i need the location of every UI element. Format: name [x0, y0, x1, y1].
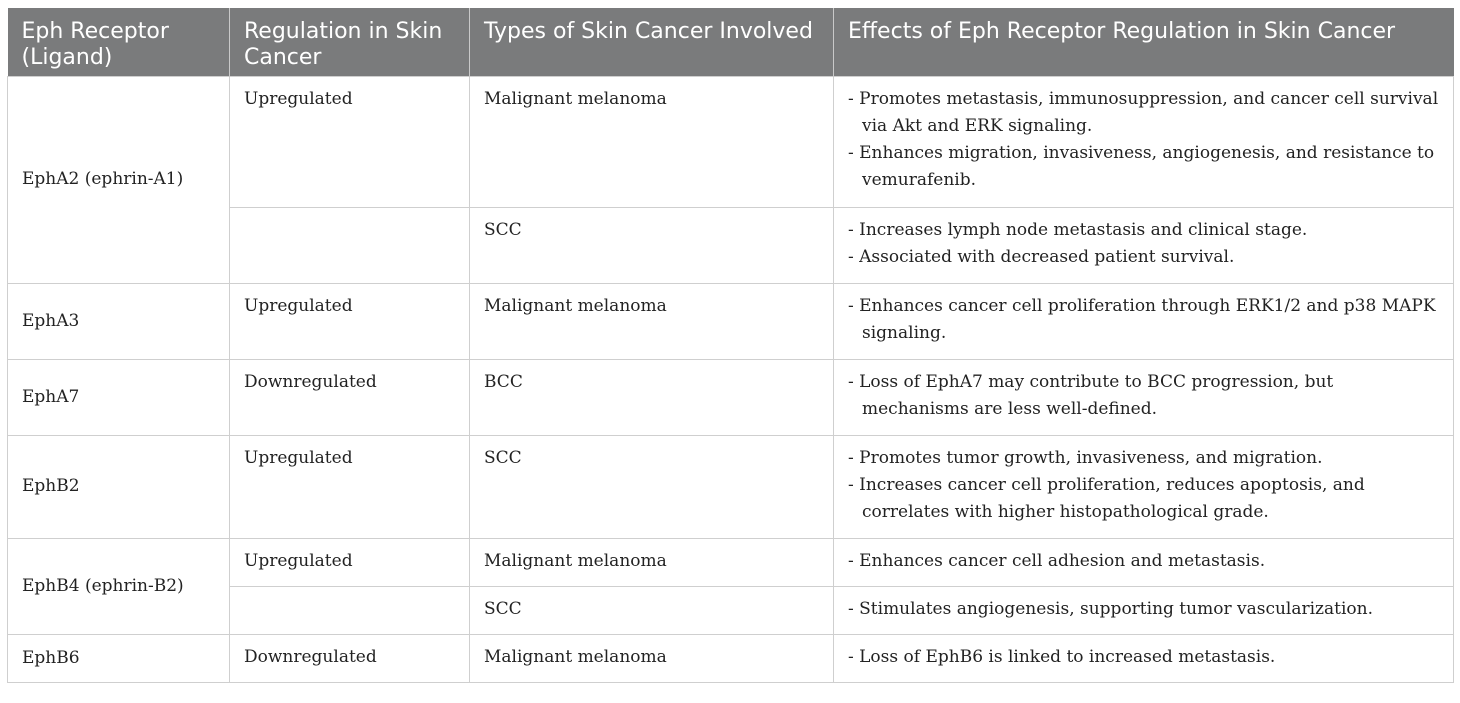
receptor-cell: EphA2 (ephrin-A1) — [7, 75, 230, 284]
effect-line: - Loss of EphA7 may contribute to BCC pr… — [848, 371, 1334, 419]
effect-line: - Enhances cancer cell adhesion and meta… — [848, 550, 1266, 571]
effects-cell: - Stimulates angiogenesis, supporting tu… — [833, 585, 1454, 635]
table-row: EphB6 Downregulated Malignant melanoma -… — [7, 633, 1454, 683]
header-cancer-type: Types of Skin Cancer Involved — [469, 8, 834, 76]
effect-line: - Increases cancer cell proliferation, r… — [848, 474, 1365, 522]
table-row: SCC - Stimulates angiogenesis, supportin… — [8, 585, 1454, 635]
cancer-type-cell: Malignant melanoma — [469, 75, 834, 208]
regulation-cell: Downregulated — [229, 358, 470, 436]
table-header: Eph Receptor (Ligand) Regulation in Skin… — [7, 8, 1454, 76]
receptor-cell: EphB2 — [7, 434, 230, 539]
effect-line: - Increases lymph node metastasis and cl… — [848, 219, 1308, 240]
effect-line: - Loss of EphB6 is linked to increased m… — [848, 646, 1276, 667]
regulation-cell — [229, 206, 470, 284]
effects-cell: - Increases lymph node metastasis and cl… — [833, 206, 1454, 284]
regulation-cell: Upregulated — [229, 537, 470, 587]
table-row: EphA7 Downregulated BCC - Loss of EphA7 … — [7, 358, 1454, 436]
receptor-cell: EphA3 — [7, 282, 230, 360]
effects-cell: - Promotes tumor growth, invasiveness, a… — [833, 434, 1454, 539]
table-row: EphA3 Upregulated Malignant melanoma - E… — [7, 282, 1454, 360]
cancer-type-cell: SCC — [469, 434, 834, 539]
regulation-cell: Upregulated — [229, 282, 470, 360]
header-receptor: Eph Receptor (Ligand) — [7, 8, 230, 76]
cancer-type-cell: Malignant melanoma — [469, 282, 834, 360]
effects-cell: - Loss of EphA7 may contribute to BCC pr… — [833, 358, 1454, 436]
table-row: EphB2 Upregulated SCC - Promotes tumor g… — [7, 434, 1454, 539]
header-effects: Effects of Eph Receptor Regulation in Sk… — [833, 8, 1454, 76]
regulation-cell: Upregulated — [229, 434, 470, 539]
header-regulation: Regulation in Skin Cancer — [229, 8, 470, 76]
effects-cell: - Enhances cancer cell adhesion and meta… — [833, 537, 1454, 587]
effects-cell: - Loss of EphB6 is linked to increased m… — [833, 633, 1454, 683]
receptor-cell: EphA7 — [7, 358, 230, 436]
table-body: EphA2 (ephrin-A1) Upregulated Malignant … — [7, 75, 1454, 683]
effect-line: - Stimulates angiogenesis, supporting tu… — [848, 598, 1373, 619]
regulation-cell: Downregulated — [229, 633, 470, 683]
header-row: Eph Receptor (Ligand) Regulation in Skin… — [7, 8, 1454, 76]
table-row: EphA2 (ephrin-A1) Upregulated Malignant … — [7, 75, 1454, 284]
cancer-type-cell: SCC — [469, 206, 834, 284]
eph-receptor-table: Eph Receptor (Ligand) Regulation in Skin… — [7, 8, 1454, 683]
receptor-cell: EphB4 (ephrin-B2) — [7, 537, 230, 635]
table-row: EphB4 (ephrin-B2) Upregulated Malignant … — [7, 537, 1454, 635]
effect-line: - Enhances cancer cell proliferation thr… — [848, 295, 1436, 343]
cancer-type-cell: Malignant melanoma — [469, 537, 834, 587]
cancer-type-cell: SCC — [469, 585, 834, 635]
effects-cell: - Promotes metastasis, immunosuppression… — [833, 75, 1454, 208]
regulation-cell: Upregulated — [229, 75, 470, 208]
effect-line: - Promotes metastasis, immunosuppression… — [848, 88, 1439, 136]
effects-cell: - Enhances cancer cell proliferation thr… — [833, 282, 1454, 360]
effect-line: - Associated with decreased patient surv… — [848, 246, 1235, 267]
cancer-type-cell: Malignant melanoma — [469, 633, 834, 683]
cancer-type-cell: BCC — [469, 358, 834, 436]
effect-line: - Enhances migration, invasiveness, angi… — [848, 142, 1435, 190]
effect-line: - Promotes tumor growth, invasiveness, a… — [848, 447, 1323, 468]
receptor-cell: EphB6 — [7, 633, 230, 683]
regulation-cell — [229, 585, 470, 635]
